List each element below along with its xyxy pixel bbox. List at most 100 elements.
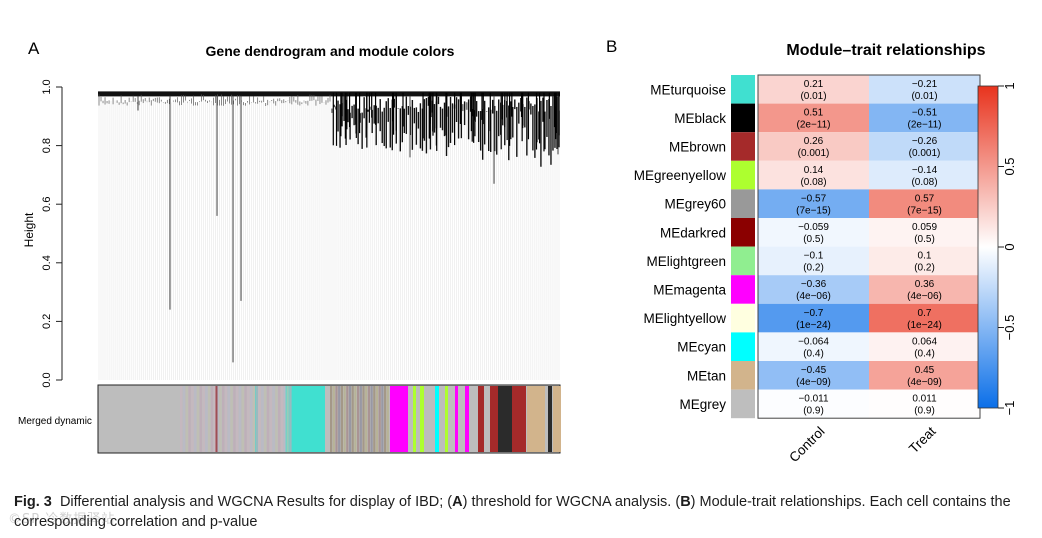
cell-pvalue-label: (0.01) <box>911 91 937 102</box>
heatmap-cell <box>758 75 869 104</box>
colorbar-tick-label: 1 <box>1002 82 1017 89</box>
cell-pvalue-label: (0.5) <box>914 234 935 245</box>
cell-correlation-label: 0.26 <box>804 136 824 147</box>
heatmap-cell <box>758 132 869 161</box>
cell-pvalue-label: (7e−15) <box>796 205 831 216</box>
trait-axis-label: Control <box>786 424 827 465</box>
cell-pvalue-label: (0.4) <box>803 348 824 359</box>
cell-pvalue-label: (4e−06) <box>907 291 942 302</box>
heatmap-cell <box>869 246 980 276</box>
cell-correlation-label: 0.7 <box>918 308 932 319</box>
heatmap-cell <box>869 75 980 104</box>
module-color-swatch <box>731 389 755 419</box>
module-color-segment <box>420 386 424 452</box>
trait-axis-label: Treat <box>906 424 939 457</box>
heatmap-cell <box>869 103 980 133</box>
module-row-label: MEcyan <box>677 340 726 355</box>
heatmap-cell <box>758 218 869 247</box>
cell-pvalue-label: (2e−11) <box>907 120 941 131</box>
colorbar-tick-label: 0.5 <box>1002 157 1017 175</box>
heatmap-cell <box>758 303 869 333</box>
cell-pvalue-label: (0.001) <box>798 148 830 159</box>
cell-correlation-label: 0.059 <box>912 222 937 233</box>
module-color-swatch <box>731 275 755 304</box>
module-color-segment <box>390 386 408 452</box>
cell-correlation-label: 0.21 <box>804 79 824 90</box>
cell-pvalue-label: (0.5) <box>803 234 824 245</box>
cell-pvalue-label: (4e−06) <box>796 291 831 302</box>
module-color-segment <box>465 386 469 452</box>
y-tick-label: 0.6 <box>41 197 53 212</box>
heatmap-cell <box>758 246 869 276</box>
panel-a-letter: A <box>28 39 40 58</box>
heatmap-cell <box>758 189 869 218</box>
dendrogram-title: Gene dendrogram and module colors <box>206 43 455 59</box>
cell-pvalue-label: (0.4) <box>914 348 935 359</box>
cell-correlation-label: 0.064 <box>912 336 937 347</box>
module-color-segment <box>455 386 458 452</box>
module-row-label: MEgrey60 <box>664 197 726 212</box>
cell-correlation-label: 0.14 <box>804 165 824 176</box>
module-row-label: MEdarkred <box>660 225 726 240</box>
colorbar-gradient <box>977 85 999 409</box>
module-row-label: MEgreenyellow <box>634 168 727 183</box>
module-row-label: MEgrey <box>679 397 726 412</box>
heatmap-cell <box>869 332 980 361</box>
cell-correlation-label: −0.7 <box>804 308 824 319</box>
cell-correlation-label: −0.011 <box>798 394 829 405</box>
heatmap-cell <box>869 361 980 390</box>
heatmap-cell <box>869 389 980 419</box>
module-row-label: MEmagenta <box>653 283 726 298</box>
y-tick-label: 0.4 <box>41 255 53 270</box>
y-tick-label: 0.0 <box>41 372 53 387</box>
cell-pvalue-label: (0.2) <box>803 263 824 274</box>
merged-dynamic-label: Merged dynamic <box>18 416 92 427</box>
heatmap-cell <box>758 103 869 133</box>
y-tick-label: 1.0 <box>41 79 53 94</box>
heatmap-cell <box>758 275 869 304</box>
y-tick-label: 0.8 <box>41 138 53 153</box>
cell-correlation-label: −0.36 <box>801 279 827 290</box>
cell-pvalue-label: (0.001) <box>909 148 941 159</box>
cell-pvalue-label: (4e−09) <box>907 377 942 388</box>
module-color-segment <box>512 386 526 452</box>
cell-pvalue-label: (7e−15) <box>907 205 942 216</box>
module-row-label: MEturquoise <box>650 82 726 97</box>
cell-pvalue-label: (0.9) <box>803 406 824 417</box>
heatmap-colorbar: 1 0.5 0 −0.5 −1 <box>977 82 1017 415</box>
caption-ref-b: B <box>680 494 691 510</box>
cell-pvalue-label: (0.08) <box>911 177 937 188</box>
module-color-segment <box>548 386 552 452</box>
cell-correlation-label: −0.059 <box>798 222 829 233</box>
cell-pvalue-label: (4e−09) <box>796 377 831 388</box>
dendrogram-plot <box>98 91 560 380</box>
cell-correlation-label: 0.51 <box>804 108 824 119</box>
module-color-swatch <box>731 189 755 218</box>
module-color-swatch <box>731 160 755 190</box>
cell-pvalue-label: (0.01) <box>800 91 826 102</box>
cell-pvalue-label: (0.2) <box>914 263 935 274</box>
cell-pvalue-label: (0.08) <box>800 177 826 188</box>
module-color-swatch <box>731 103 755 133</box>
module-row-label: MEbrown <box>669 140 726 155</box>
module-color-swatch <box>731 132 755 161</box>
module-color-segment <box>285 386 325 452</box>
caption-text-1: Differential analysis and WGCNA Results … <box>59 494 453 510</box>
heatmap-cell <box>758 332 869 361</box>
cell-pvalue-label: (1e−24) <box>907 320 942 331</box>
module-color-swatch <box>731 332 755 361</box>
module-color-segment <box>478 386 484 452</box>
cell-pvalue-label: (0.9) <box>914 406 935 417</box>
cell-correlation-label: −0.51 <box>912 108 938 119</box>
cell-correlation-label: −0.26 <box>912 136 938 147</box>
module-color-row <box>97 384 561 454</box>
module-color-segment <box>527 386 545 452</box>
module-color-segment <box>490 386 498 452</box>
heatmap-cell <box>869 303 980 333</box>
module-color-swatch <box>731 246 755 276</box>
heatmap-cell <box>869 275 980 304</box>
caption-text-3: ) Module-trait relationships. Each cell … <box>14 494 1011 530</box>
module-color-segment <box>498 386 512 452</box>
cell-correlation-label: −0.57 <box>801 193 827 204</box>
